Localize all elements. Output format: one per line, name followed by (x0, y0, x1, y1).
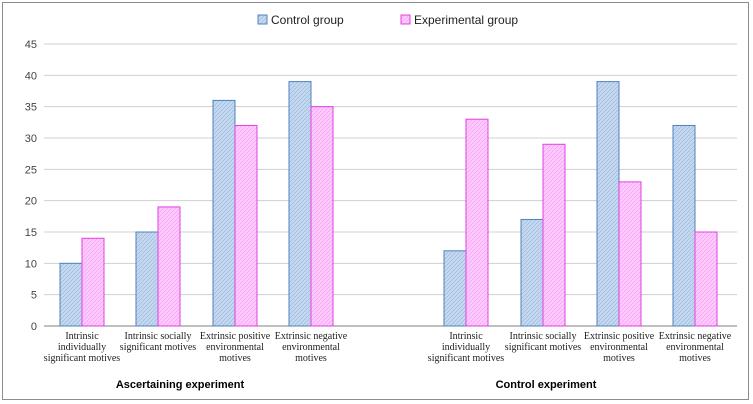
y-tick-label: 0 (31, 321, 37, 333)
y-tick-label: 5 (31, 290, 37, 302)
y-tick-label: 10 (25, 258, 37, 270)
category-label: motives (603, 353, 635, 364)
y-tick-label: 35 (25, 102, 37, 114)
category-label: Intrinsic socially (125, 331, 192, 342)
control-bar (212, 99, 236, 327)
category-label: Extrinsic positive (584, 331, 655, 342)
control-bar (135, 231, 159, 327)
category-label: significant motives (428, 353, 504, 364)
legend-label: Experimental group (414, 13, 518, 27)
category-label: Extrinsic negative (275, 331, 348, 342)
chart-frame (2, 2, 749, 400)
y-tick-label: 30 (25, 133, 37, 145)
category-label: environmental (590, 342, 648, 353)
experimental-bar (542, 143, 566, 327)
category-label: motives (295, 353, 327, 364)
y-tick-label: 40 (25, 70, 37, 82)
category-label: motives (679, 353, 711, 364)
legend-swatch-control (257, 14, 268, 25)
control-bar (596, 81, 620, 327)
experimental-bar (310, 106, 334, 327)
y-tick-label: 25 (25, 164, 37, 176)
category-label: motives (219, 353, 251, 364)
y-axis-ticks: 0 5 10 15 20 25 30 35 40 45 (25, 39, 37, 333)
bars (59, 81, 718, 327)
y-tick-label: 45 (25, 39, 37, 51)
experimental-bar (234, 124, 258, 327)
category-label: individually (442, 342, 490, 353)
experimental-bar (81, 237, 105, 327)
group-label: Ascertaining experiment (116, 379, 245, 391)
category-label: Intrinsic (449, 331, 483, 342)
group-label: Control experiment (496, 379, 597, 391)
experimental-bar (465, 118, 489, 327)
category-label: Extrinsic negative (659, 331, 732, 342)
category-label: environmental (282, 342, 340, 353)
experimental-bar (694, 231, 718, 327)
experimental-bar (618, 181, 642, 327)
category-label: significant motives (120, 342, 196, 353)
control-bar (59, 262, 83, 327)
legend-label: Control group (271, 13, 344, 27)
category-label: individually (58, 342, 106, 353)
category-label: environmental (206, 342, 264, 353)
legend-swatch-experimental (400, 14, 411, 25)
control-bar (288, 81, 312, 327)
category-label: Extrinsic positive (200, 331, 271, 342)
control-bar (520, 218, 544, 327)
control-bar (672, 124, 696, 327)
y-tick-label: 15 (25, 227, 37, 239)
experimental-bar (157, 206, 181, 327)
y-tick-label: 20 (25, 196, 37, 208)
category-label: environmental (666, 342, 724, 353)
legend: Control group Experimental group (257, 13, 518, 27)
category-label: significant motives (44, 353, 120, 364)
category-label: significant motives (505, 342, 581, 353)
category-label: Intrinsic (65, 331, 99, 342)
category-label: Intrinsic socially (510, 331, 577, 342)
control-bar (443, 250, 467, 327)
